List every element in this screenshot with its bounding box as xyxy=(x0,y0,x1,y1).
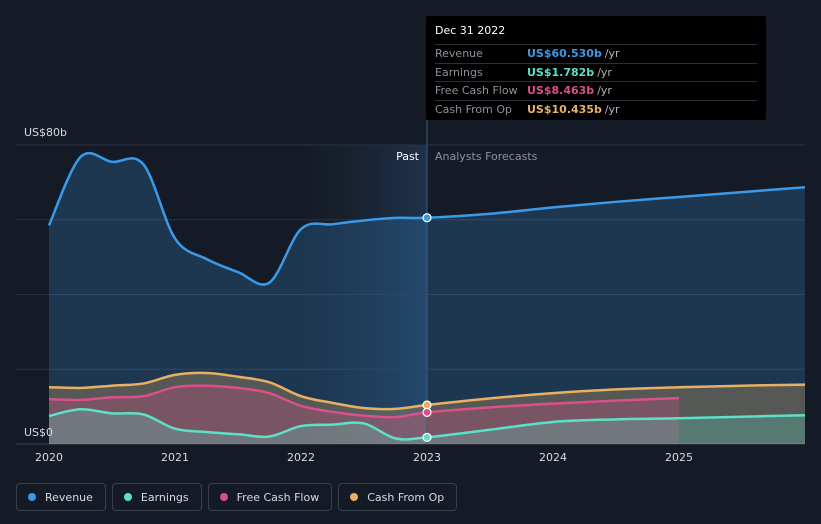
legend-label: Earnings xyxy=(140,490,189,504)
current-markers xyxy=(422,213,432,442)
tooltip-row-cash-from-op: Cash From Op US$10.435b /yr xyxy=(435,99,757,119)
legend-item-free-cash-flow[interactable]: Free Cash Flow xyxy=(207,483,333,511)
revenue-line xyxy=(47,151,806,286)
past-label: Past xyxy=(396,150,420,163)
revenue-dot-icon xyxy=(28,493,36,501)
legend: Revenue Earnings Free Cash Flow Cash Fro… xyxy=(16,483,458,511)
cash-from-op-line xyxy=(48,371,806,411)
tooltip-value: US$8.463b xyxy=(527,84,595,98)
legend-item-cash-from-op[interactable]: Cash From Op xyxy=(338,483,458,511)
tooltip-row-revenue: Revenue US$60.530b /yr xyxy=(435,44,757,63)
tooltip-label: Free Cash Flow xyxy=(435,84,518,98)
tooltip-row-earnings: Earnings US$1.782b /yr xyxy=(435,62,757,82)
tooltip: Dec 31 2022 Revenue US$60.530b /yr Earni… xyxy=(426,16,766,120)
x-axis-ticks: 2020 2021 2022 2023 2024 2025 xyxy=(35,451,693,464)
free-cash-flow-line xyxy=(48,384,680,419)
tooltip-value: US$1.782b xyxy=(527,65,595,79)
y-tick-bottom: US$0 xyxy=(24,426,53,439)
cash-from-op-dot-icon xyxy=(350,493,359,501)
free-cash-flow-area xyxy=(49,385,679,444)
tooltip-row-free-cash-flow: Free Cash Flow US$8.463b /yr xyxy=(435,81,757,100)
earnings-dot-icon xyxy=(123,493,132,501)
tooltip-unit: /yr xyxy=(604,102,620,116)
tooltip-unit: /yr xyxy=(597,65,612,79)
tooltip-label: Earnings xyxy=(435,65,483,79)
x-tick-label: 2022 xyxy=(287,451,315,464)
revenue-point xyxy=(422,213,432,223)
x-tick-label: 2023 xyxy=(413,451,441,464)
x-tick-label: 2020 xyxy=(35,451,63,464)
x-tick-label: 2024 xyxy=(539,451,567,464)
tooltip-label: Revenue xyxy=(435,47,483,61)
x-tick-label: 2025 xyxy=(665,451,693,464)
gridlines xyxy=(16,144,805,445)
tooltip-label: Cash From Op xyxy=(435,102,513,116)
y-tick-top: US$80b xyxy=(24,126,67,139)
legend-item-earnings[interactable]: Earnings xyxy=(111,483,202,511)
legend-label: Free Cash Flow xyxy=(236,490,320,504)
legend-label: Revenue xyxy=(45,490,93,504)
legend-label: Cash From Op xyxy=(367,490,445,504)
tooltip-unit: /yr xyxy=(604,47,620,61)
free-cash-flow-point xyxy=(422,407,432,417)
x-tick-label: 2021 xyxy=(161,451,189,464)
tooltip-value: US$10.435b xyxy=(527,102,602,116)
forecast-label: Analysts Forecasts xyxy=(435,150,538,163)
series-lines xyxy=(47,151,806,441)
earnings-point xyxy=(422,432,432,442)
tooltip-date: Dec 31 2022 xyxy=(435,24,506,37)
earnings-line xyxy=(48,407,806,441)
legend-item-revenue[interactable]: Revenue xyxy=(16,483,106,511)
tooltip-value: US$60.530b xyxy=(527,47,602,61)
free-cash-flow-dot-icon xyxy=(219,493,228,501)
tooltip-unit: /yr xyxy=(597,84,612,98)
